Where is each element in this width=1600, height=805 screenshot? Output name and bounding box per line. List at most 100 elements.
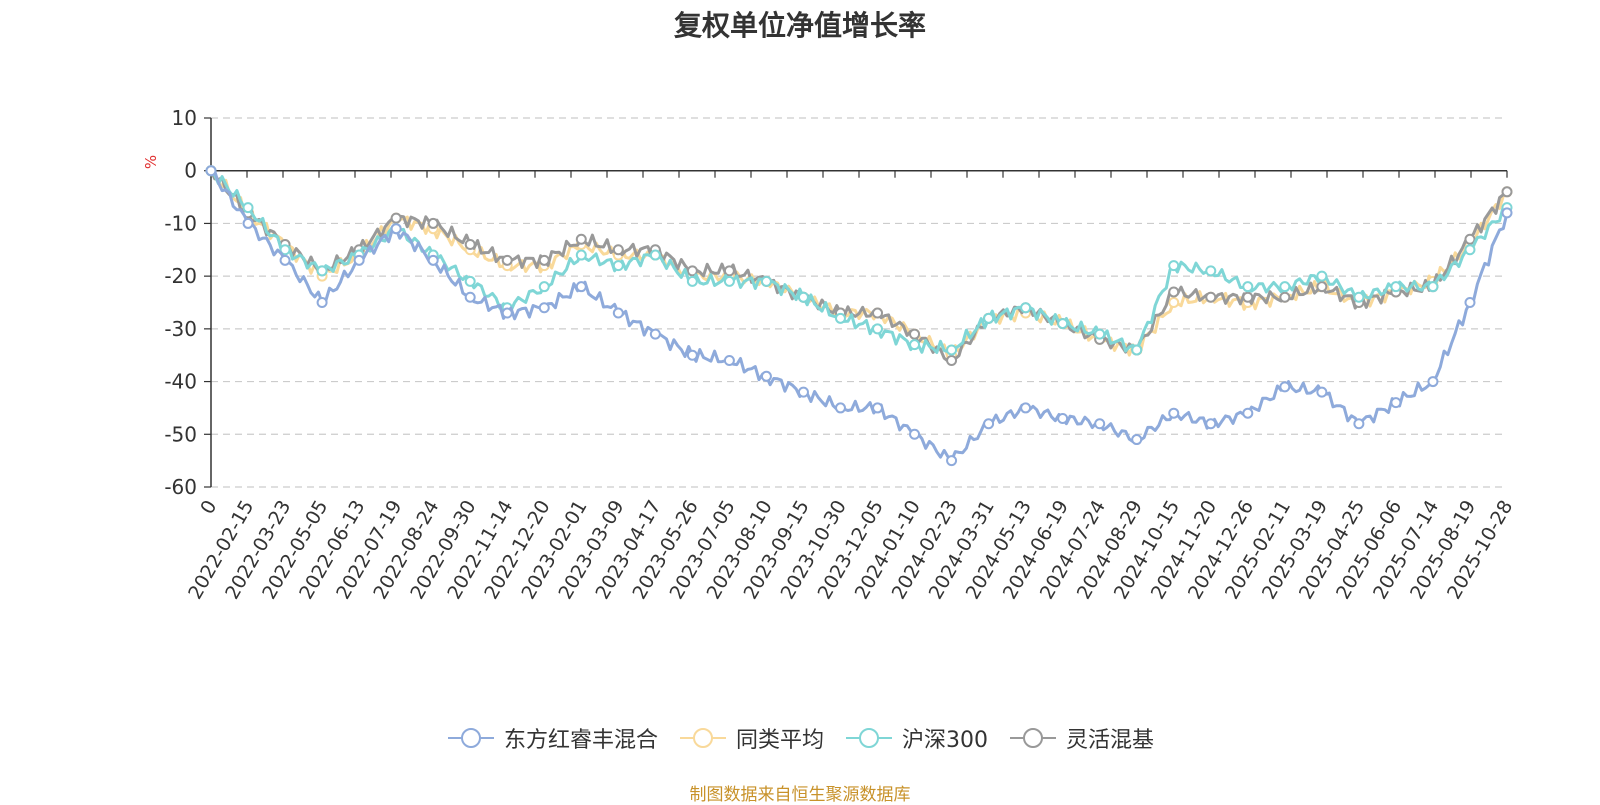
series-lines bbox=[205, 165, 1513, 467]
series-line bbox=[210, 169, 1509, 463]
data-point bbox=[1501, 207, 1513, 219]
legend-marker-icon bbox=[846, 728, 892, 748]
data-point bbox=[649, 249, 661, 261]
data-point bbox=[834, 402, 846, 414]
data-point bbox=[723, 265, 735, 277]
legend: 东方红睿丰混合 同类平均 沪深300 灵活混基 bbox=[0, 722, 1600, 754]
data-point bbox=[983, 312, 995, 324]
data-point bbox=[1131, 344, 1143, 356]
data-point bbox=[946, 455, 958, 467]
data-point bbox=[1131, 434, 1143, 446]
data-point bbox=[427, 254, 439, 266]
data-point bbox=[1242, 291, 1254, 303]
legend-marker-icon bbox=[679, 728, 726, 748]
data-point bbox=[612, 244, 624, 256]
data-point bbox=[946, 344, 958, 356]
data-point bbox=[464, 275, 476, 287]
legend-item-flexible-mixed[interactable]: 灵活混基 bbox=[1008, 722, 1154, 754]
source-note: 制图数据来自恒生聚源数据库 bbox=[689, 785, 911, 805]
data-point bbox=[1390, 281, 1402, 293]
data-point bbox=[316, 265, 328, 277]
data-point bbox=[1353, 291, 1365, 303]
data-point bbox=[1427, 376, 1439, 388]
x-tick-labels: 02022-02-152022-03-232022-05-052022-06-1… bbox=[184, 497, 1517, 604]
data-point bbox=[205, 165, 217, 177]
data-point bbox=[1464, 233, 1476, 245]
data-point bbox=[1168, 260, 1180, 272]
data-point bbox=[1464, 244, 1476, 256]
data-point bbox=[1316, 270, 1328, 282]
data-point bbox=[1168, 297, 1180, 308]
data-point bbox=[538, 302, 550, 314]
data-point bbox=[464, 239, 476, 251]
y-tick-label: -50 bbox=[164, 422, 197, 446]
data-point bbox=[1057, 318, 1069, 330]
data-point bbox=[1168, 286, 1180, 298]
data-point bbox=[1057, 412, 1069, 424]
data-point bbox=[1279, 281, 1291, 293]
data-point bbox=[760, 370, 772, 382]
data-point bbox=[242, 202, 254, 214]
data-point bbox=[909, 428, 921, 440]
data-point bbox=[1279, 381, 1291, 393]
data-point bbox=[686, 349, 698, 361]
data-point bbox=[1353, 418, 1365, 430]
data-point bbox=[872, 402, 884, 414]
data-point bbox=[575, 233, 587, 245]
data-point bbox=[1205, 265, 1217, 277]
legend-item-csi300[interactable]: 沪深300 bbox=[844, 722, 988, 754]
y-tick-label: -40 bbox=[164, 370, 197, 394]
legend-marker-icon bbox=[1010, 728, 1056, 748]
legend-label: 同类平均 bbox=[735, 728, 824, 753]
legend-label: 东方红睿丰混合 bbox=[503, 728, 658, 753]
data-point bbox=[872, 323, 884, 335]
y-tick-label: 10 bbox=[172, 106, 197, 130]
data-point bbox=[909, 339, 921, 351]
data-point bbox=[427, 217, 439, 229]
data-point bbox=[983, 418, 995, 430]
series-line bbox=[209, 169, 1509, 359]
data-point bbox=[1316, 281, 1328, 293]
data-point bbox=[1020, 302, 1032, 314]
series-line bbox=[209, 169, 1508, 354]
data-point bbox=[279, 244, 291, 256]
data-point bbox=[909, 328, 921, 340]
legend-item-fund[interactable]: 东方红睿丰混合 bbox=[446, 722, 658, 754]
series-line bbox=[209, 170, 1508, 363]
data-point bbox=[1316, 386, 1328, 398]
y-tick-label: -10 bbox=[164, 211, 197, 235]
data-point bbox=[1168, 407, 1180, 419]
y-tick-label: -60 bbox=[164, 475, 197, 499]
data-point bbox=[872, 307, 884, 319]
data-point bbox=[612, 260, 624, 272]
data-point bbox=[1242, 281, 1254, 293]
y-tick-labels: 10 0 -10 -20 -30 -40 -50 -60 bbox=[164, 106, 197, 499]
y-axis-label: % bbox=[142, 155, 160, 169]
data-point bbox=[1205, 291, 1217, 303]
x-tick-label: 0 bbox=[196, 497, 221, 518]
data-point bbox=[501, 254, 513, 266]
legend-item-peer-average[interactable]: 同类平均 bbox=[678, 722, 824, 754]
data-point bbox=[575, 249, 587, 261]
data-point bbox=[1464, 297, 1476, 308]
y-tick-label: -20 bbox=[164, 264, 197, 288]
data-point bbox=[946, 354, 958, 366]
legend-label: 沪深300 bbox=[902, 728, 988, 753]
data-point bbox=[353, 254, 365, 266]
data-point bbox=[612, 307, 624, 319]
data-point bbox=[760, 275, 772, 287]
y-tick-label: -30 bbox=[164, 317, 197, 341]
data-point bbox=[538, 254, 550, 266]
data-point bbox=[723, 275, 735, 287]
data-point bbox=[686, 265, 698, 277]
data-point bbox=[1205, 418, 1217, 430]
data-point bbox=[723, 354, 735, 366]
data-point bbox=[1501, 186, 1513, 198]
data-point bbox=[797, 291, 809, 303]
data-point bbox=[1020, 402, 1032, 414]
data-point bbox=[390, 223, 402, 235]
data-point bbox=[279, 254, 291, 266]
y-tick-label: 0 bbox=[184, 159, 197, 183]
data-point bbox=[242, 217, 254, 229]
data-point bbox=[1242, 407, 1254, 419]
